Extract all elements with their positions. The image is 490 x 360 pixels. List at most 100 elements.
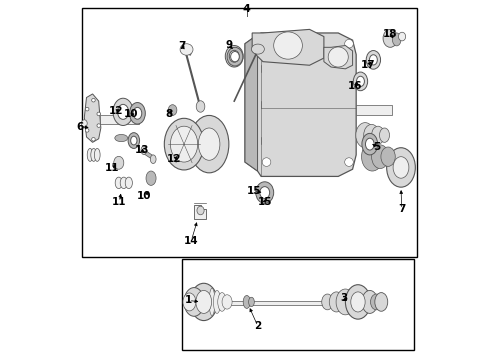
Ellipse shape (381, 147, 395, 166)
Ellipse shape (85, 107, 89, 111)
Ellipse shape (114, 156, 124, 169)
Ellipse shape (115, 134, 128, 141)
Text: 7: 7 (178, 41, 186, 50)
Ellipse shape (128, 133, 140, 148)
Ellipse shape (248, 297, 254, 307)
Ellipse shape (345, 285, 370, 319)
Ellipse shape (351, 292, 365, 312)
Ellipse shape (196, 291, 212, 314)
Ellipse shape (274, 32, 302, 59)
Ellipse shape (214, 291, 220, 314)
Polygon shape (245, 33, 356, 176)
Ellipse shape (168, 105, 177, 116)
Ellipse shape (133, 107, 142, 119)
Text: 12: 12 (109, 106, 123, 116)
Ellipse shape (120, 177, 127, 189)
Text: 12: 12 (167, 154, 182, 164)
Ellipse shape (115, 177, 122, 189)
Ellipse shape (225, 45, 243, 67)
Text: 10: 10 (123, 109, 138, 120)
Text: 1: 1 (185, 296, 192, 306)
Ellipse shape (362, 134, 378, 155)
Polygon shape (324, 45, 353, 69)
Ellipse shape (353, 72, 368, 91)
Ellipse shape (357, 76, 365, 86)
Ellipse shape (328, 47, 348, 67)
Text: 15: 15 (246, 186, 261, 197)
Text: 16: 16 (348, 81, 363, 91)
Ellipse shape (336, 289, 355, 315)
Ellipse shape (251, 44, 265, 54)
Bar (209, 301, 338, 305)
Text: 10: 10 (137, 191, 151, 201)
Text: 9: 9 (225, 40, 232, 50)
Text: 14: 14 (184, 236, 198, 246)
Polygon shape (181, 46, 192, 55)
Ellipse shape (364, 125, 379, 146)
Ellipse shape (183, 293, 196, 311)
Ellipse shape (141, 146, 147, 154)
Ellipse shape (371, 126, 385, 144)
Ellipse shape (366, 138, 374, 150)
Ellipse shape (171, 126, 197, 162)
Text: 7: 7 (398, 204, 405, 215)
Ellipse shape (131, 136, 137, 145)
Ellipse shape (190, 283, 218, 320)
Polygon shape (252, 30, 324, 65)
Polygon shape (143, 149, 155, 160)
Ellipse shape (231, 51, 239, 62)
Ellipse shape (262, 158, 271, 166)
Text: 6: 6 (76, 122, 84, 132)
Ellipse shape (322, 294, 333, 310)
Text: 15: 15 (257, 197, 272, 207)
Ellipse shape (92, 138, 95, 141)
Ellipse shape (97, 124, 100, 127)
Ellipse shape (379, 128, 390, 142)
Ellipse shape (344, 40, 353, 48)
Text: 11: 11 (112, 197, 127, 207)
Ellipse shape (229, 50, 239, 62)
Ellipse shape (393, 157, 409, 178)
Ellipse shape (227, 47, 243, 66)
Ellipse shape (218, 293, 226, 311)
Ellipse shape (222, 295, 232, 309)
Ellipse shape (129, 103, 146, 124)
Ellipse shape (97, 112, 100, 116)
Text: 11: 11 (104, 163, 119, 173)
Ellipse shape (95, 148, 100, 161)
Text: 13: 13 (134, 145, 149, 155)
Ellipse shape (81, 120, 87, 127)
Text: 8: 8 (165, 109, 172, 119)
Ellipse shape (387, 148, 416, 187)
Ellipse shape (87, 148, 93, 161)
Text: 3: 3 (340, 293, 347, 303)
Ellipse shape (383, 30, 397, 47)
Ellipse shape (370, 294, 382, 310)
Polygon shape (84, 94, 101, 142)
Text: 18: 18 (383, 30, 397, 39)
Bar (100, 116, 139, 125)
Ellipse shape (180, 44, 193, 55)
Ellipse shape (369, 55, 377, 65)
Ellipse shape (356, 123, 374, 148)
Ellipse shape (92, 98, 95, 102)
Bar (82, 8, 417, 257)
Ellipse shape (392, 33, 401, 46)
Ellipse shape (243, 296, 250, 309)
Ellipse shape (146, 171, 156, 185)
Text: 2: 2 (254, 321, 262, 331)
Ellipse shape (85, 129, 89, 132)
Ellipse shape (150, 155, 156, 163)
Ellipse shape (371, 145, 389, 168)
Ellipse shape (209, 288, 215, 316)
Ellipse shape (346, 291, 362, 313)
Ellipse shape (344, 158, 353, 166)
Ellipse shape (91, 148, 97, 161)
Ellipse shape (260, 186, 270, 198)
Ellipse shape (198, 128, 220, 160)
Ellipse shape (118, 104, 128, 120)
Bar (182, 259, 414, 350)
Ellipse shape (164, 118, 204, 170)
Text: 5: 5 (373, 142, 381, 152)
Ellipse shape (362, 142, 383, 171)
